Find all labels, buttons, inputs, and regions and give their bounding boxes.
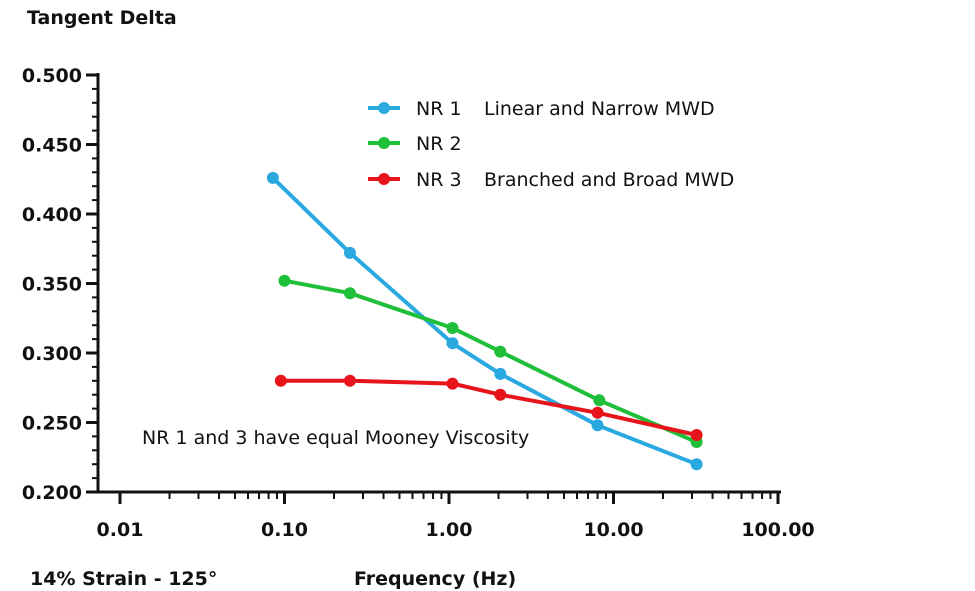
- data-point: [494, 345, 507, 358]
- legend-series-name: NR 2: [416, 133, 462, 155]
- series-line: [282, 278, 699, 444]
- y-tick-label: 0.400: [22, 204, 82, 226]
- data-point: [690, 458, 703, 471]
- legend-series-name: NR 1: [416, 98, 462, 120]
- x-tick-label: 0.10: [261, 519, 308, 541]
- data-point: [591, 406, 604, 419]
- y-tick-label: 0.350: [22, 274, 82, 296]
- data-point: [494, 367, 507, 380]
- y-axis-label: Tangent Delta: [27, 7, 177, 29]
- data-point: [446, 377, 459, 390]
- y-tick-label: 0.500: [22, 65, 82, 87]
- y-tick-label: 0.450: [22, 135, 82, 157]
- data-point: [343, 246, 356, 259]
- x-axis-label: Frequency (Hz): [354, 568, 516, 590]
- data-point: [274, 374, 287, 387]
- data-point: [343, 287, 356, 300]
- series-2: [278, 274, 703, 448]
- legend: NR 1 Linear and Narrow MWD NR 2 NR 3 Branche…: [368, 98, 734, 191]
- x-tick-label: 10.00: [583, 519, 643, 541]
- legend-swatch-marker: [378, 102, 390, 114]
- annotation-text: NR 1 and 3 have equal Mooney Viscosity: [142, 427, 529, 449]
- data-point: [446, 321, 459, 334]
- legend-swatch-marker: [378, 173, 390, 185]
- series-layer: [266, 171, 703, 471]
- data-point: [266, 171, 279, 184]
- x-tick-label: 100.00: [741, 519, 814, 541]
- y-tick-label: 0.300: [22, 343, 82, 365]
- x-tick-label: 0.01: [97, 519, 144, 541]
- axes: 0.200 0.250 0.300 0.350 0.400 0.450 0.500 0.01 0…: [22, 65, 815, 541]
- legend-series-name: NR 3: [416, 169, 462, 191]
- data-point: [343, 374, 356, 387]
- y-tick-label: 0.250: [22, 413, 82, 435]
- series-line: [270, 175, 699, 467]
- legend-series-description: Linear and Narrow MWD: [484, 98, 715, 120]
- condition-note: 14% Strain - 125°: [30, 568, 217, 590]
- series-1: [266, 171, 703, 471]
- x-tick-label: 1.00: [426, 519, 473, 541]
- data-point: [494, 388, 507, 401]
- series-line: [278, 378, 699, 437]
- data-point: [593, 394, 606, 407]
- legend-swatch-marker: [378, 137, 390, 149]
- data-point: [278, 274, 291, 287]
- data-point: [690, 429, 703, 442]
- y-tick-label: 0.200: [22, 482, 82, 504]
- series-3: [274, 374, 703, 442]
- legend-series-description: Branched and Broad MWD: [484, 169, 734, 191]
- data-point: [591, 419, 604, 432]
- data-point: [446, 337, 459, 350]
